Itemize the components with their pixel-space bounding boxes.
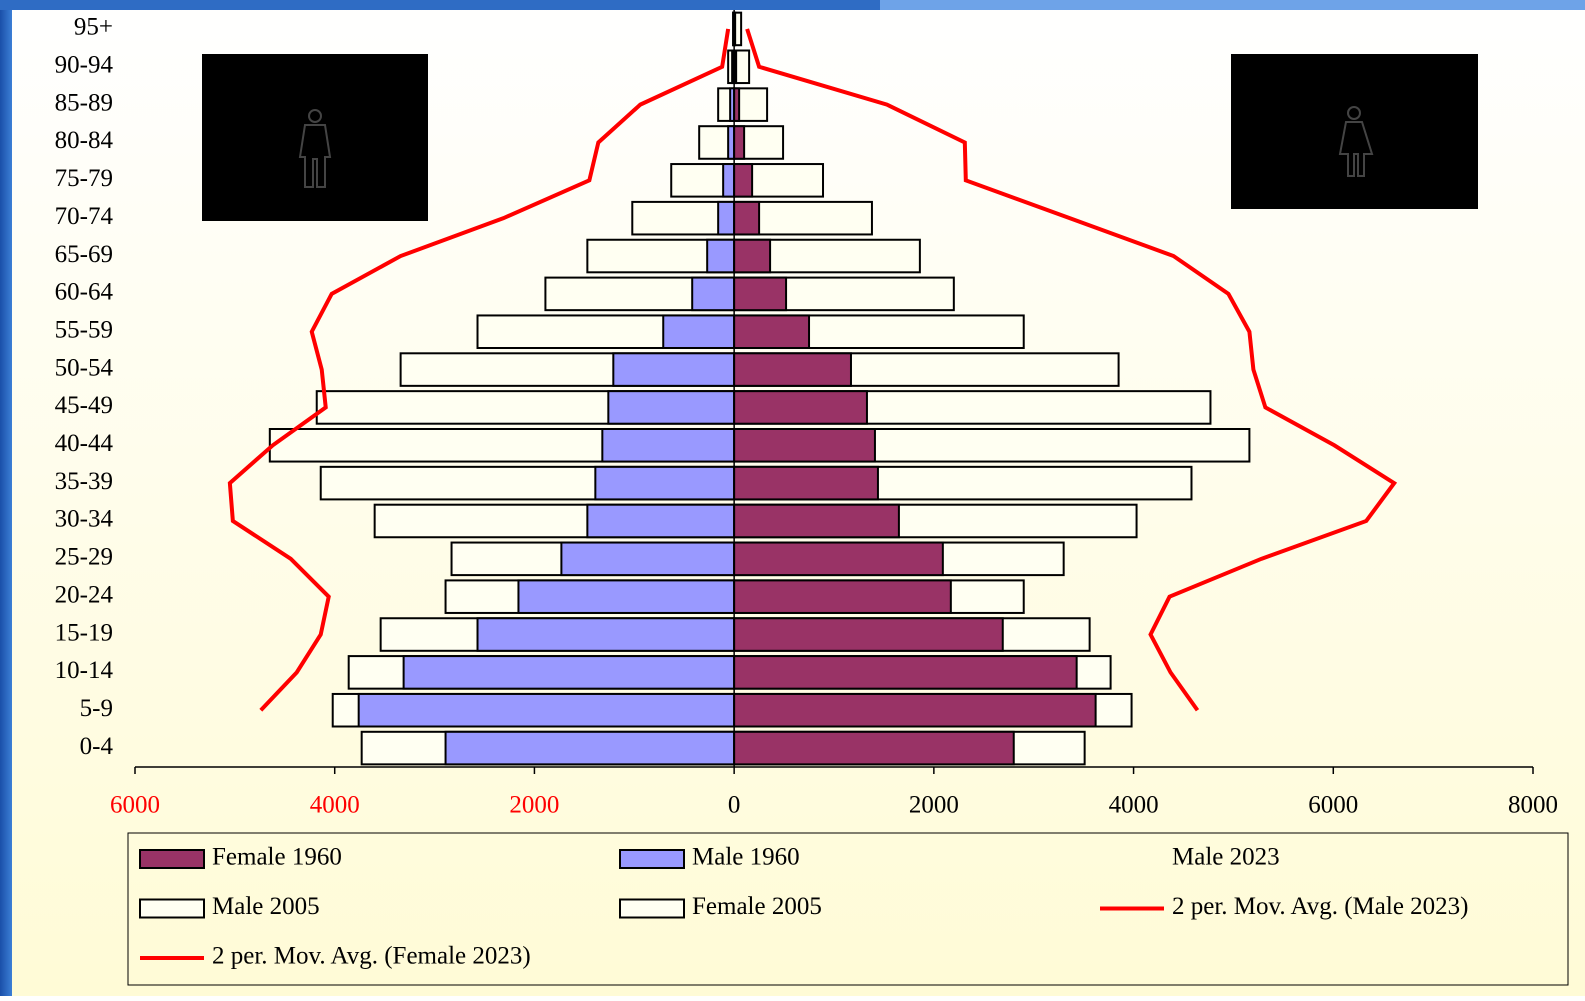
x-tick-label: 4000 [1109, 792, 1159, 819]
frame-left [0, 0, 12, 996]
x-tick-label: 4000 [310, 792, 360, 819]
y-tick-label: 95+ [74, 14, 113, 41]
bar [733, 617, 1004, 652]
legend-box [127, 832, 1569, 986]
bar [560, 541, 736, 577]
bar [733, 541, 944, 577]
legend-label: Male 2005 [212, 893, 320, 920]
y-tick-label: 15-19 [55, 619, 113, 646]
bar [733, 465, 879, 501]
bar [733, 238, 772, 274]
y-tick-label: 85-89 [55, 89, 113, 116]
legend-label: Female 1960 [212, 844, 342, 871]
x-tick-label: 8000 [1508, 792, 1558, 819]
y-tick-label: 70-74 [55, 203, 114, 230]
y-tick-label: 25-29 [55, 544, 113, 571]
bar [444, 730, 736, 766]
y-tick-label: 40-44 [55, 430, 114, 457]
x-tick-label: 6000 [110, 792, 160, 819]
x-tick-label: 0 [728, 792, 741, 819]
bar [733, 427, 876, 463]
bar [717, 200, 736, 236]
legend-label: 2 per. Mov. Avg. (Male 2023) [1172, 893, 1468, 920]
y-tick-label: 60-64 [55, 279, 114, 306]
bar [733, 579, 952, 614]
x-tick-label: 2000 [909, 792, 959, 819]
y-tick-label: 45-49 [55, 392, 113, 419]
bar [601, 427, 736, 463]
bar [357, 692, 736, 728]
bar [612, 352, 736, 387]
bar [607, 390, 736, 425]
y-tick-label: 20-24 [55, 581, 114, 608]
bar [733, 503, 900, 539]
legend-label: 2 per. Mov. Avg. (Female 2023) [212, 943, 531, 970]
legend-swatch [619, 849, 685, 869]
bar [586, 503, 736, 539]
bar [517, 579, 736, 614]
y-tick-label: 80-84 [55, 127, 114, 154]
y-tick-label: 90-94 [55, 52, 114, 79]
moving-average-line [745, 28, 1398, 712]
bar [402, 655, 736, 690]
y-tick-label: 10-14 [55, 657, 114, 684]
bar [733, 655, 1078, 690]
legend-label: Female 2005 [692, 893, 822, 920]
y-tick-label: 0-4 [80, 733, 114, 760]
bar [662, 314, 736, 350]
bar [733, 125, 746, 160]
bar [722, 163, 736, 198]
legend-label: Male 1960 [692, 844, 800, 871]
y-tick-label: 65-69 [55, 241, 113, 268]
y-tick-label: 5-9 [80, 695, 113, 722]
y-tick-label: 30-34 [55, 506, 114, 533]
legend-swatch [619, 898, 685, 919]
frame-top-right [880, 0, 1585, 10]
bar [706, 238, 736, 274]
y-tick-label: 55-59 [55, 316, 113, 343]
bar [594, 465, 736, 501]
bar [733, 390, 868, 425]
bar [691, 276, 736, 312]
bar [733, 314, 811, 350]
y-tick-label: 35-39 [55, 468, 113, 495]
bar [733, 163, 754, 198]
male-icon [202, 54, 428, 221]
moving-average-line [227, 28, 731, 712]
bar [733, 276, 788, 312]
bar [476, 617, 736, 652]
legend-swatch [139, 849, 205, 869]
female-icon [1231, 54, 1478, 209]
y-tick-label: 75-79 [55, 165, 113, 192]
bar [733, 352, 852, 387]
bar [733, 200, 761, 236]
legend-label: Male 2023 [1172, 844, 1280, 871]
y-tick-label: 50-54 [55, 354, 114, 381]
x-tick-label: 6000 [1308, 792, 1358, 819]
x-tick-label: 2000 [509, 792, 559, 819]
bar [733, 730, 1015, 766]
bar [733, 692, 1097, 728]
frame-top [0, 0, 880, 10]
legend-swatch [139, 898, 205, 919]
